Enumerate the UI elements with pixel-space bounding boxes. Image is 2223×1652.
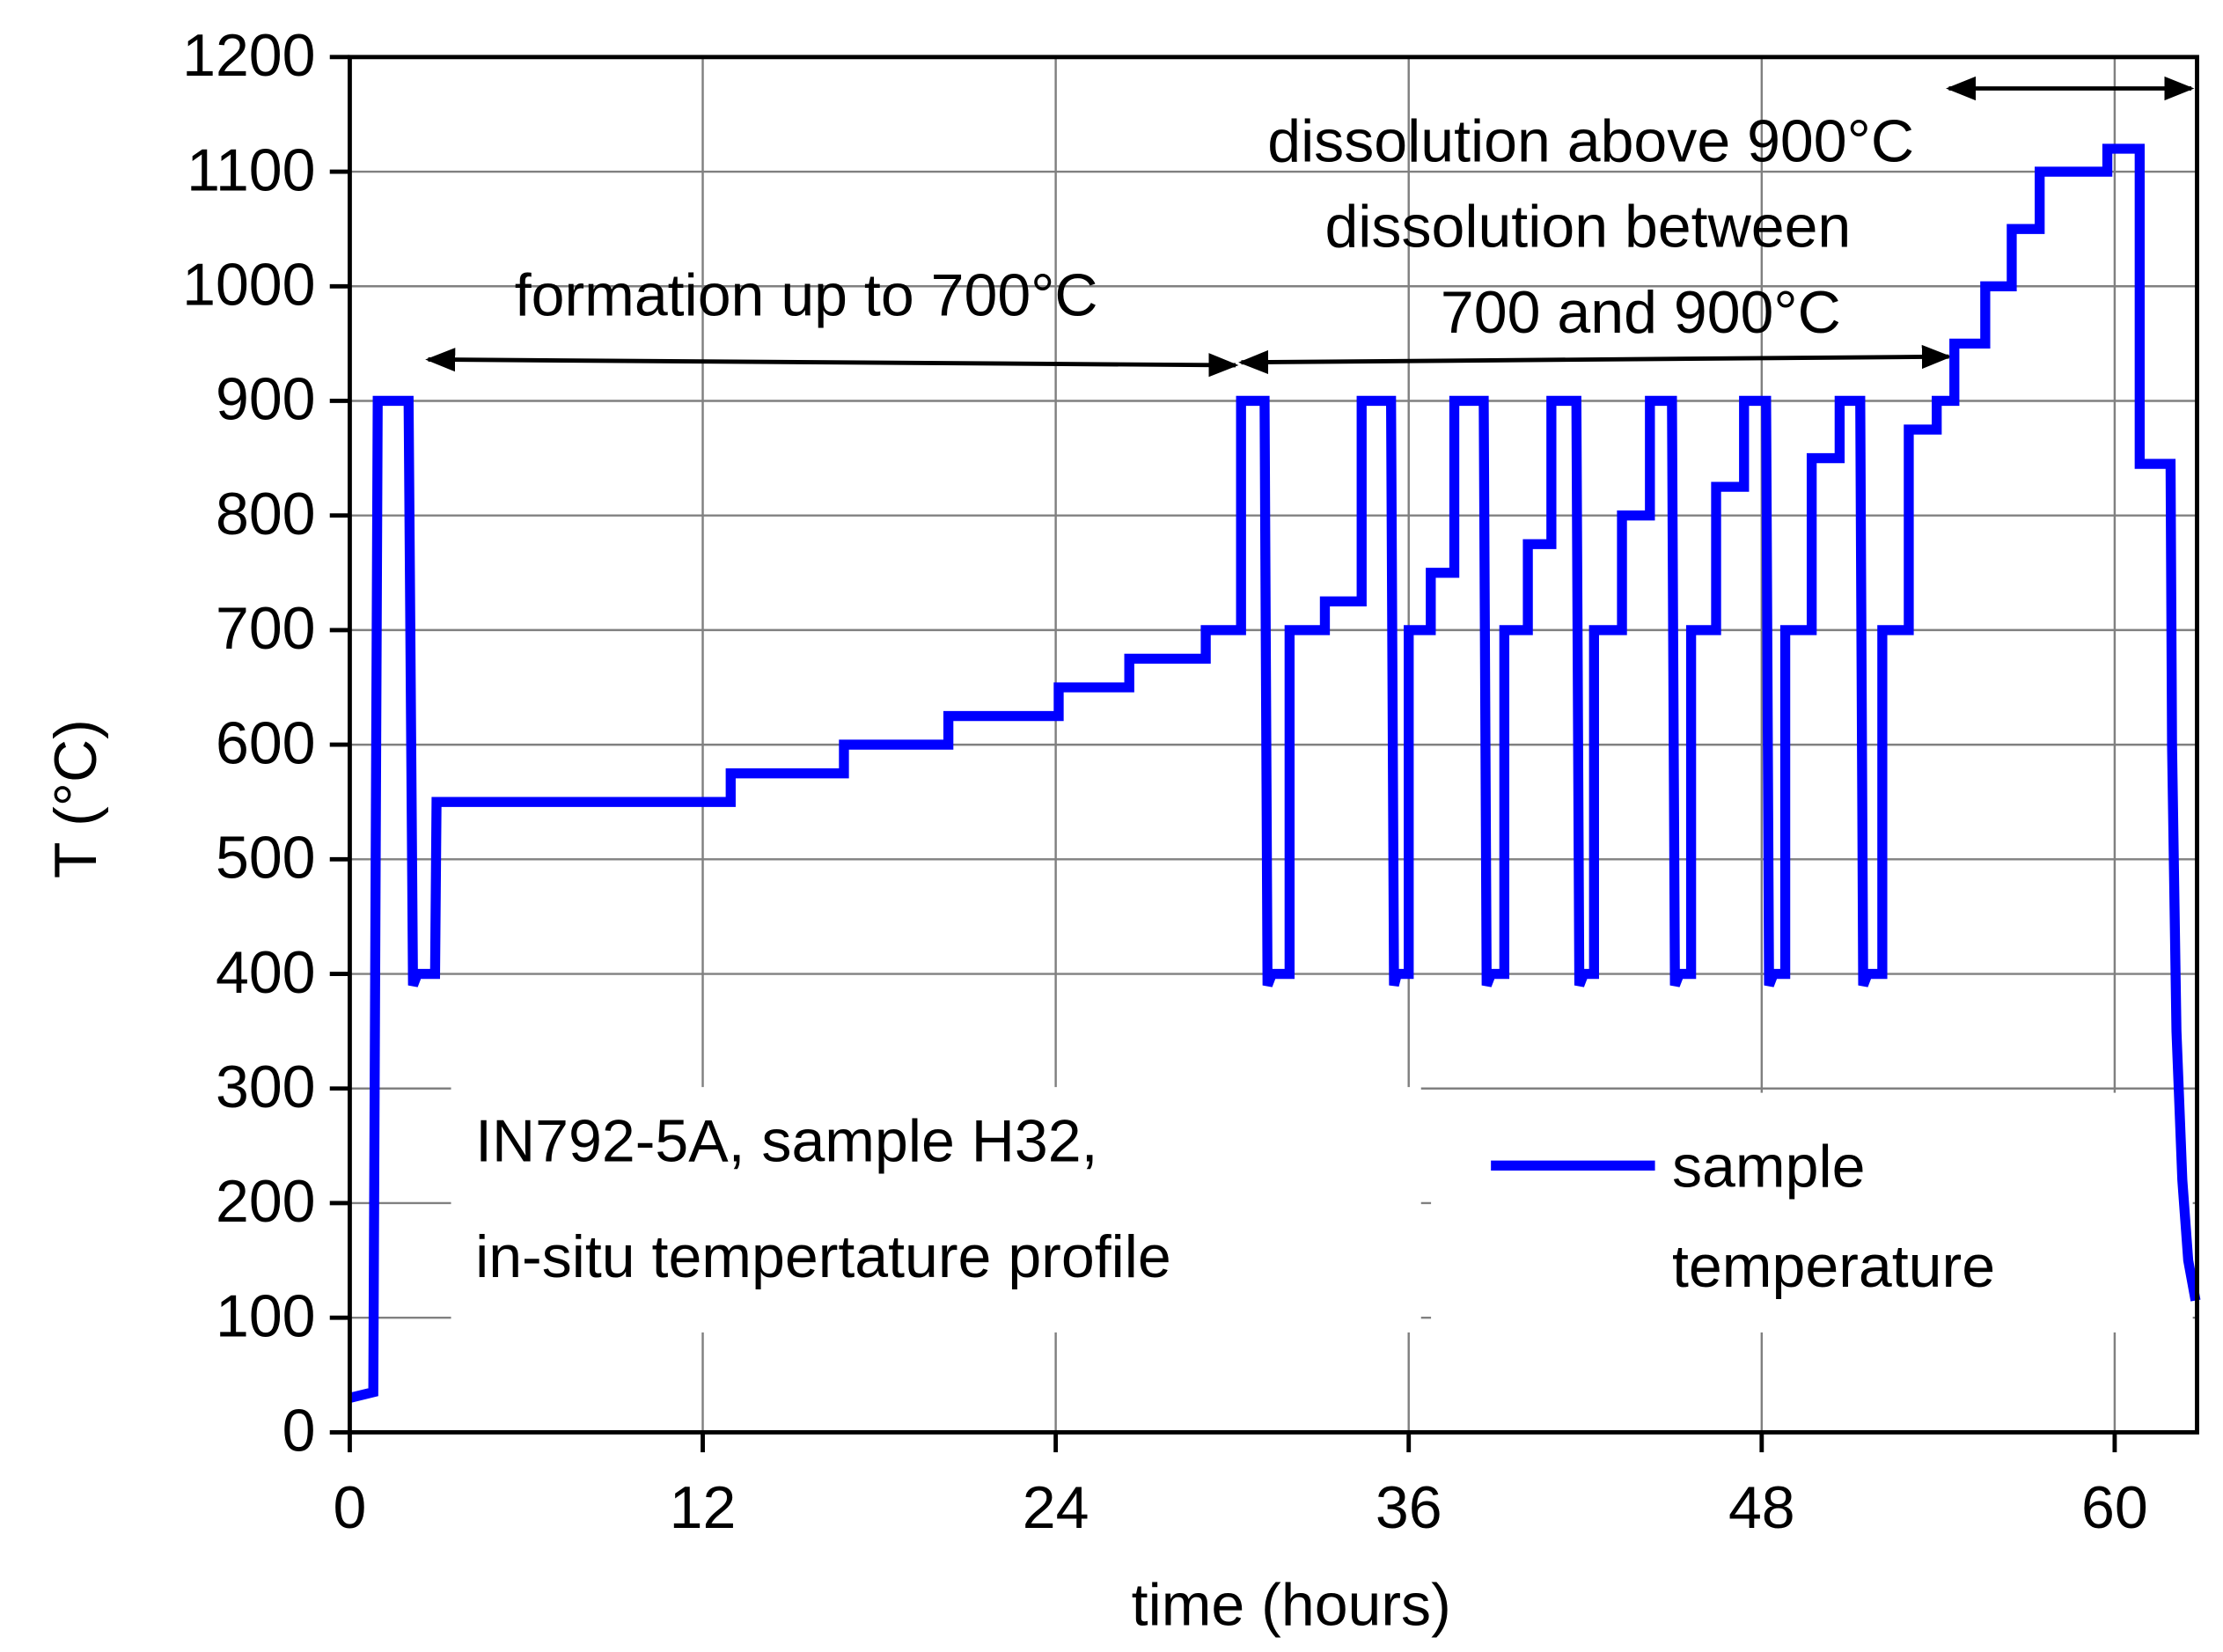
y-tick-label: 100	[216, 1282, 316, 1349]
annotation: IN792-5A, sample H32,	[475, 1108, 1097, 1175]
arrows	[425, 76, 2195, 378]
x-tick-label: 12	[670, 1474, 737, 1541]
y-tick-label: 800	[216, 481, 316, 547]
axes-frame	[348, 55, 2199, 1435]
y-tick-label: 300	[216, 1054, 316, 1120]
legend-box	[1431, 1092, 2193, 1333]
legend-label: sample temperature	[1672, 1132, 1996, 1300]
note-box	[451, 1087, 1421, 1333]
x-tick-label: 60	[2081, 1474, 2148, 1541]
annotation: dissolution above 900°C	[1267, 107, 1914, 174]
y-tick-label: 1100	[187, 136, 315, 203]
y-tick-label: 200	[216, 1168, 316, 1235]
annotation: formation up to 700°C	[515, 261, 1098, 328]
arrow	[1238, 344, 1952, 375]
annotation: dissolution between	[1324, 194, 1851, 261]
x-tick-label: 48	[1728, 1474, 1795, 1541]
x-tick-label: 0	[334, 1474, 367, 1541]
boxes	[451, 1087, 2193, 1333]
x-axis-label: time (hours)	[1132, 1571, 1451, 1638]
y-tick-label: 1000	[182, 251, 315, 318]
annotation: 700 and 900°C	[1441, 279, 1841, 346]
y-tick-label: 900	[216, 366, 316, 433]
y-axis-label: T (°C)	[42, 719, 109, 878]
annotation: in-situ tempertature profile	[475, 1223, 1171, 1290]
y-tick-label: 400	[216, 939, 316, 1006]
arrow	[425, 348, 1239, 378]
y-tick-label: 600	[216, 709, 316, 776]
legend-entry: sample temperature	[1672, 1132, 1996, 1300]
x-tick-label: 36	[1376, 1474, 1442, 1541]
data-line	[348, 143, 2201, 1403]
y-tick-label: 500	[216, 825, 316, 892]
plot	[348, 143, 2201, 1403]
y-tick-label: 700	[216, 595, 316, 662]
x-tick-label: 24	[1023, 1474, 1089, 1541]
y-tick-label: 1200	[182, 22, 315, 89]
y-tick-label: 0	[282, 1398, 316, 1465]
